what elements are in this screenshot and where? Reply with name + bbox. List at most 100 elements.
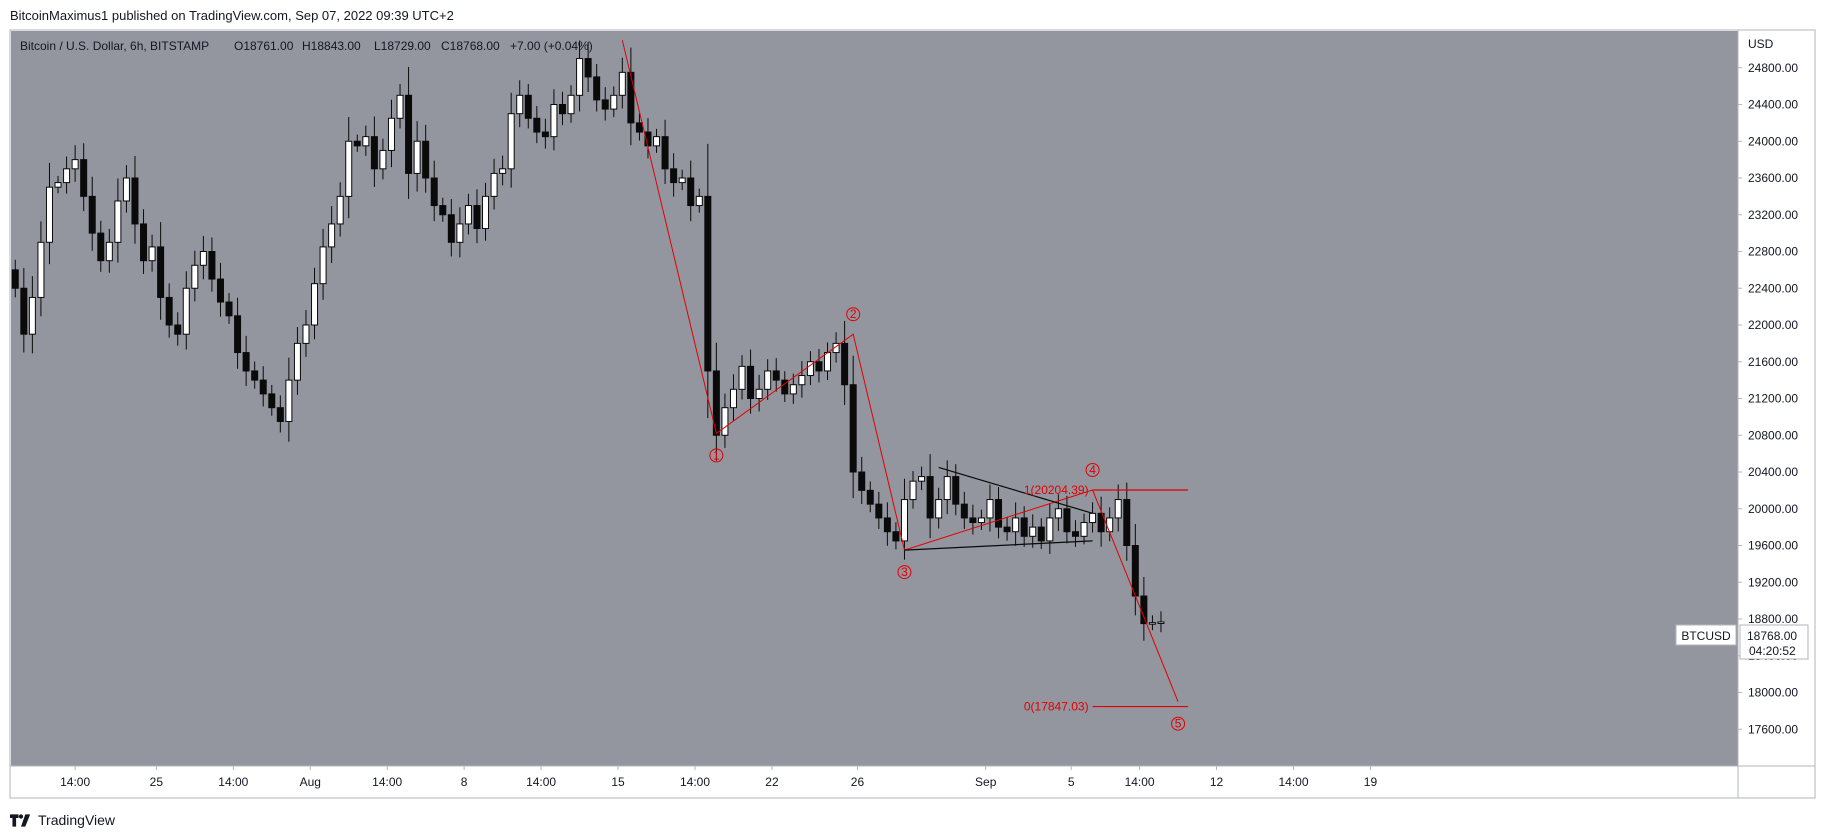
candle-body [422, 140, 430, 179]
x-tick-label: 25 [150, 775, 164, 789]
candle-body [858, 471, 866, 491]
y-tick-label: 21200.00 [1748, 392, 1798, 406]
x-tick-label: 5 [1068, 775, 1075, 789]
last-price-value: 18768.00 [1747, 629, 1797, 643]
candle-body [456, 223, 464, 243]
candle-body [405, 94, 413, 174]
candle-body [379, 149, 387, 170]
candle-body [806, 361, 814, 377]
y-tick-label: 24000.00 [1748, 134, 1798, 148]
candle-body [105, 241, 113, 262]
candle-body [37, 241, 45, 298]
candle-body [593, 76, 601, 101]
y-tick-label: 23200.00 [1748, 208, 1798, 222]
candle-body [499, 168, 507, 174]
footer-brand[interactable]: TradingView [10, 810, 115, 830]
candle-body [439, 205, 447, 216]
x-tick-label: 14:00 [60, 775, 90, 789]
last-price-tag: 18768.00 04:20:52 [1739, 624, 1809, 660]
candle-body [824, 352, 832, 372]
candle-body [464, 205, 472, 225]
candle-body [251, 370, 259, 381]
y-tick-label: 18000.00 [1748, 686, 1798, 700]
wave-label: 4 [1089, 463, 1096, 477]
candle-body [268, 393, 276, 409]
candle-body [798, 375, 806, 386]
candle-body [926, 476, 934, 519]
candle-body [174, 324, 182, 335]
candle-body [918, 476, 926, 482]
y-tick-label: 18800.00 [1748, 612, 1798, 626]
symbol-title: Bitcoin / U.S. Dollar, 6h, BITSTAMP [20, 39, 209, 53]
candle-body [114, 200, 122, 243]
candle-body [507, 113, 515, 170]
wave-marker-circle [1085, 463, 1100, 478]
x-tick-label: 8 [461, 775, 468, 789]
candle-body [140, 223, 148, 262]
candle-body [900, 499, 908, 542]
candle-body [781, 379, 789, 395]
wave-label: 5 [1175, 717, 1182, 731]
candle-body [764, 370, 772, 390]
candle-body [362, 136, 370, 147]
candle-body [122, 177, 130, 202]
candle-body [635, 122, 643, 133]
x-tick-label: Sep [975, 775, 997, 789]
x-tick-label: 12 [1210, 775, 1224, 789]
candle-body [490, 172, 498, 197]
wave-label: 3 [901, 565, 908, 579]
candle-body [88, 195, 96, 234]
candle-body [516, 94, 524, 115]
ohlc-change: +7.00 (+0.04%) [510, 39, 593, 53]
candle-body [1114, 499, 1122, 519]
candle-body [866, 489, 874, 505]
ohlc-high: H18843.00 [302, 39, 361, 53]
candles-layer [11, 40, 1165, 641]
x-tick-label: 14:00 [526, 775, 556, 789]
candle-body [216, 278, 224, 303]
y-tick-label: 21600.00 [1748, 355, 1798, 369]
candle-body [1140, 595, 1148, 625]
plot-area[interactable] [11, 31, 1738, 766]
candle-body [960, 503, 968, 519]
candle-body [1037, 526, 1045, 542]
candle-body [883, 517, 891, 533]
candle-body [550, 104, 558, 138]
tradingview-logo-icon [10, 813, 31, 827]
candle-body [165, 296, 173, 326]
candle-body [225, 301, 233, 317]
y-tick-label: 20800.00 [1748, 428, 1798, 442]
candle-body [473, 205, 481, 230]
candle-body [11, 269, 19, 289]
countdown-timer: 04:20:52 [1749, 644, 1796, 658]
candle-body [729, 388, 737, 409]
y-tick-label: 19600.00 [1748, 539, 1798, 553]
symbol-tag-label: BTCUSD [1681, 629, 1731, 643]
candle-body [986, 499, 994, 519]
candle-body [832, 342, 840, 354]
ohlc-open: O18761.00 [234, 39, 294, 53]
candle-body [1071, 531, 1079, 537]
candle-body [1131, 545, 1139, 597]
candle-body [712, 370, 720, 436]
annotations-layer: 1 2 3 4 5 1(20204.39) 0(17847.03) [621, 40, 1189, 731]
candle-body [1020, 517, 1028, 537]
fib-level-label: 0(17847.03) [1024, 700, 1089, 714]
candle-body [293, 342, 301, 381]
candle-body [148, 246, 156, 262]
candle-body [1012, 517, 1020, 533]
candle-body [670, 168, 678, 184]
time-axis[interactable]: 14:00 25 14:00 Aug 14:00 8 14:00 15 14:00 22 26 Sep… [60, 766, 1377, 789]
y-tick-label: 19200.00 [1748, 575, 1798, 589]
candle-body [952, 476, 960, 505]
wave-label: 1 [713, 448, 720, 462]
candle-body [576, 58, 584, 96]
candle-body [234, 315, 242, 354]
candle-body [97, 232, 105, 262]
x-tick-label: 15 [611, 775, 625, 789]
x-tick-label: 14:00 [218, 775, 248, 789]
y-tick-label: 17600.00 [1748, 722, 1798, 736]
candle-body [242, 352, 250, 372]
candle-body [259, 379, 267, 395]
